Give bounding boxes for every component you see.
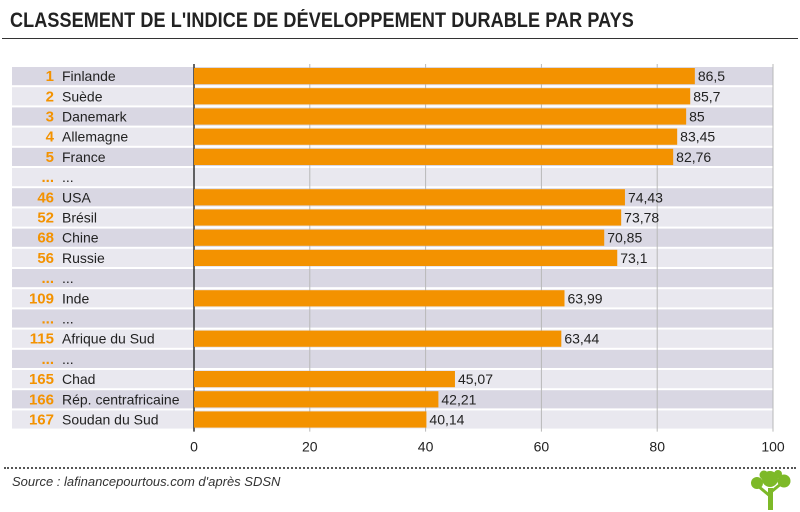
data-label: 42,21 (441, 391, 476, 407)
x-tick-label: 0 (190, 439, 198, 455)
rank-label: 5 (46, 149, 54, 166)
source-divider (4, 467, 796, 469)
rank-label: 46 (37, 189, 54, 206)
country-label: Suède (62, 88, 103, 104)
rank-label: 165 (29, 371, 54, 388)
x-tick-label: 60 (534, 439, 550, 455)
country-label: Afrique du Sud (62, 331, 155, 347)
rank-label: ... (41, 351, 54, 368)
gridlines (193, 64, 774, 432)
data-label: 73,1 (620, 250, 647, 266)
bar (194, 249, 618, 266)
rank-label: ... (41, 311, 54, 328)
country-label: Russie (62, 250, 105, 266)
row-stripe (12, 309, 773, 328)
data-label: 70,85 (607, 230, 642, 246)
country-label: Danemark (62, 109, 128, 125)
bar (194, 108, 687, 125)
row-stripe (12, 269, 773, 288)
data-label: 63,44 (564, 331, 599, 347)
bars: 86,5 85,7 85 83,45 82,76 74,43 73,78 70,85 73,1 6… (194, 68, 725, 428)
row-stripe (12, 168, 773, 187)
country-label: Allemagne (62, 129, 128, 145)
bar (194, 148, 674, 165)
x-tick-label: 80 (649, 439, 665, 455)
country-label: France (62, 149, 106, 165)
row-stripe (12, 349, 773, 368)
ellipsis-label: ... (62, 311, 74, 327)
country-label: Chine (62, 230, 99, 246)
rank-label: 52 (37, 210, 54, 227)
bar (194, 290, 565, 307)
x-tick-label: 100 (761, 439, 785, 455)
rank-label: ... (41, 270, 54, 287)
rank-label: 4 (46, 129, 55, 146)
bar (194, 128, 678, 145)
tree-icon (751, 470, 791, 510)
bar (194, 209, 622, 226)
data-label: 85 (689, 109, 705, 125)
data-label: 85,7 (693, 88, 720, 104)
data-label: 45,07 (458, 371, 493, 387)
country-label: Inde (62, 290, 89, 306)
data-label: 73,78 (624, 210, 659, 226)
bar (194, 189, 625, 206)
rank-label: 56 (37, 250, 54, 267)
rank-label: 115 (30, 331, 54, 348)
bar-chart: 1 Finlande 2 Suède 3 Danemark 4 Allemagne 5 Franc… (12, 64, 785, 455)
country-label: Finlande (62, 68, 116, 84)
data-label: 82,76 (676, 149, 711, 165)
data-label: 83,45 (680, 129, 715, 145)
rank-label: 68 (37, 230, 54, 247)
data-label: 40,14 (429, 412, 464, 428)
source-note: Source : lafinancepourtous.com d'après S… (12, 474, 281, 489)
title-divider (2, 38, 798, 39)
ellipsis-label: ... (62, 169, 74, 185)
x-axis: 0 20 40 60 80 100 (190, 439, 785, 455)
country-label: Chad (62, 371, 95, 387)
rank-label: 109 (29, 290, 54, 307)
x-tick-label: 20 (302, 439, 318, 455)
country-label: Soudan du Sud (62, 412, 159, 428)
data-label: 74,43 (628, 189, 663, 205)
rank-label: 166 (29, 391, 54, 408)
country-label: Rép. centrafricaine (62, 391, 180, 407)
country-label: Brésil (62, 210, 97, 226)
bar (194, 411, 427, 428)
data-label: 86,5 (698, 68, 725, 84)
country-label: USA (62, 189, 91, 205)
chart-title: CLASSEMENT DE L'INDICE DE DÉVELOPPEMENT … (10, 9, 634, 32)
bar (194, 88, 691, 105)
bar (194, 330, 562, 347)
rank-label: 2 (46, 88, 54, 105)
bar (194, 229, 605, 246)
bar (194, 371, 455, 388)
ellipsis-label: ... (62, 270, 74, 286)
bar (194, 391, 439, 408)
rank-label: 167 (29, 412, 54, 429)
ellipsis-label: ... (62, 351, 74, 367)
rank-label: ... (41, 169, 54, 186)
data-label: 63,99 (568, 290, 603, 306)
x-tick-label: 40 (418, 439, 434, 455)
bar (194, 68, 695, 85)
rank-label: 3 (46, 109, 54, 126)
rank-label: 1 (46, 68, 54, 85)
